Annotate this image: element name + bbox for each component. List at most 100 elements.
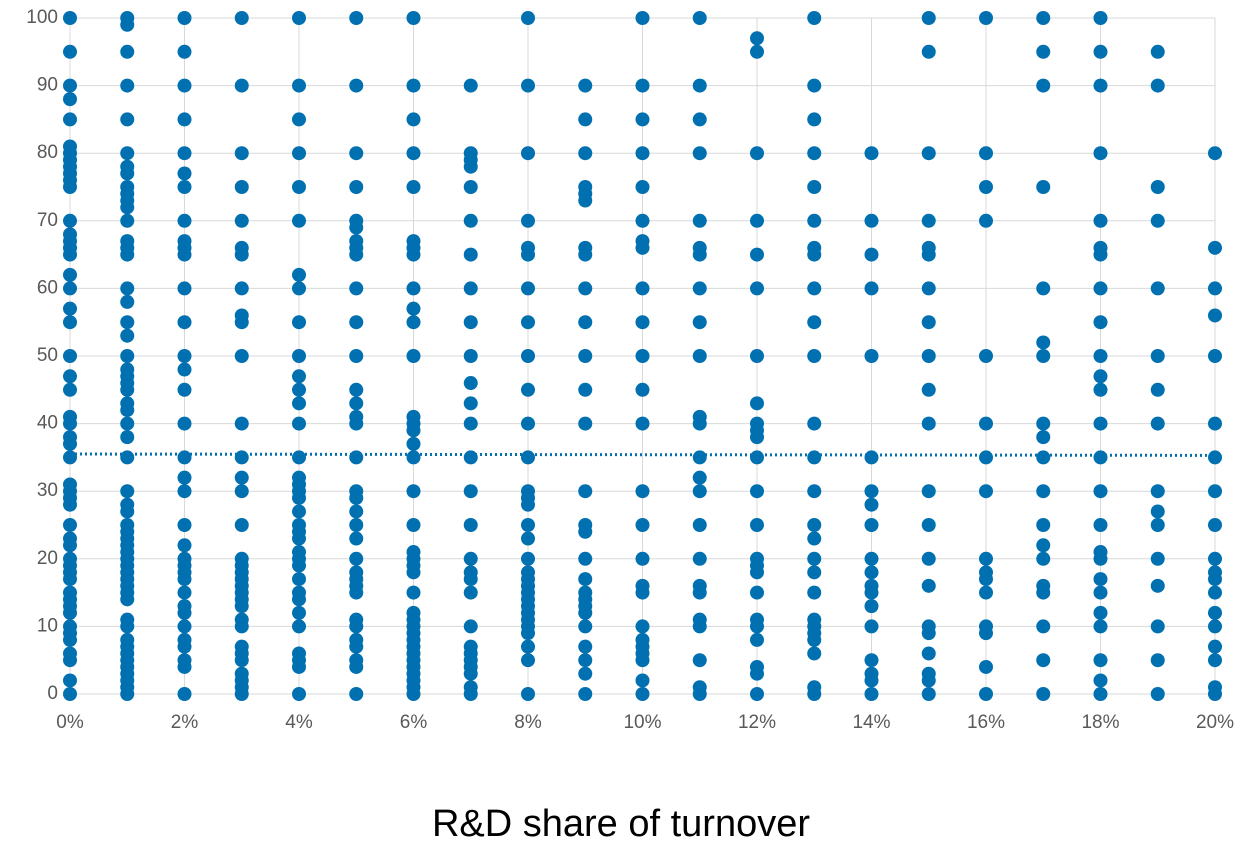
point [521, 653, 535, 668]
x-tick-label: 18% [1081, 712, 1119, 733]
point [1093, 382, 1108, 397]
point [979, 585, 993, 600]
point [692, 585, 707, 600]
point [807, 281, 822, 296]
point [921, 44, 936, 59]
point [1093, 551, 1108, 566]
x-tick-label: 0% [56, 712, 84, 733]
point [463, 349, 478, 363]
point [692, 146, 707, 161]
point [864, 687, 879, 701]
y-tick-label: 70 [37, 210, 58, 231]
point [1208, 639, 1222, 654]
point [635, 619, 650, 634]
point [1150, 382, 1165, 397]
point [578, 639, 593, 654]
point [807, 518, 822, 532]
point [807, 349, 822, 363]
point [864, 653, 879, 668]
point [349, 281, 364, 296]
point [349, 639, 364, 654]
point [1036, 538, 1051, 553]
y-tick-label: 50 [37, 345, 58, 366]
point [1036, 78, 1051, 93]
point [120, 619, 135, 634]
point [463, 551, 478, 566]
point [349, 11, 364, 25]
point [807, 484, 822, 499]
point [120, 430, 135, 445]
point [177, 605, 192, 620]
point [750, 247, 764, 262]
point [750, 396, 764, 411]
point [234, 599, 249, 614]
point [177, 146, 192, 161]
point [578, 484, 593, 499]
point [349, 619, 364, 634]
point [578, 551, 593, 566]
x-tick-label: 20% [1196, 712, 1234, 733]
point [979, 450, 993, 465]
point [349, 531, 364, 546]
point [63, 605, 77, 620]
point [349, 518, 364, 532]
point [979, 213, 993, 228]
point [1150, 484, 1165, 499]
point [921, 349, 936, 363]
x-tick-label: 4% [285, 712, 313, 733]
point [349, 247, 364, 262]
point [292, 315, 306, 330]
point [1093, 11, 1108, 25]
point [1208, 619, 1222, 634]
point [177, 484, 192, 499]
point [578, 572, 593, 587]
point [1093, 585, 1108, 600]
point [635, 484, 650, 499]
point [692, 112, 707, 127]
x-tick-label: 10% [623, 712, 661, 733]
point [750, 213, 764, 228]
point [292, 619, 306, 634]
point [463, 484, 478, 499]
y-tick-label: 60 [37, 277, 58, 298]
point [1208, 281, 1222, 296]
point [63, 653, 77, 668]
point [1150, 619, 1165, 634]
point [463, 78, 478, 93]
point [1036, 687, 1051, 701]
point [1093, 605, 1108, 620]
point [750, 632, 764, 647]
point [692, 518, 707, 532]
x-tick-label: 16% [967, 712, 1005, 733]
y-tick-label: 30 [37, 480, 58, 501]
point [234, 11, 249, 25]
point [1036, 551, 1051, 566]
point [234, 78, 249, 93]
point [349, 450, 364, 465]
point [177, 213, 192, 228]
point [120, 687, 135, 701]
point [349, 551, 364, 566]
point [63, 11, 77, 25]
point [1208, 687, 1222, 701]
point [921, 673, 936, 688]
point [750, 349, 764, 363]
point [521, 382, 535, 397]
point [1093, 281, 1108, 296]
point [750, 146, 764, 161]
point [292, 572, 306, 587]
point [750, 281, 764, 296]
point [1150, 349, 1165, 363]
point [692, 213, 707, 228]
point [292, 281, 306, 296]
point [807, 213, 822, 228]
point [635, 551, 650, 566]
point [63, 267, 77, 282]
point [921, 551, 936, 566]
point [807, 632, 822, 647]
point [521, 497, 535, 512]
point [234, 146, 249, 161]
point [120, 112, 135, 127]
point [349, 146, 364, 161]
